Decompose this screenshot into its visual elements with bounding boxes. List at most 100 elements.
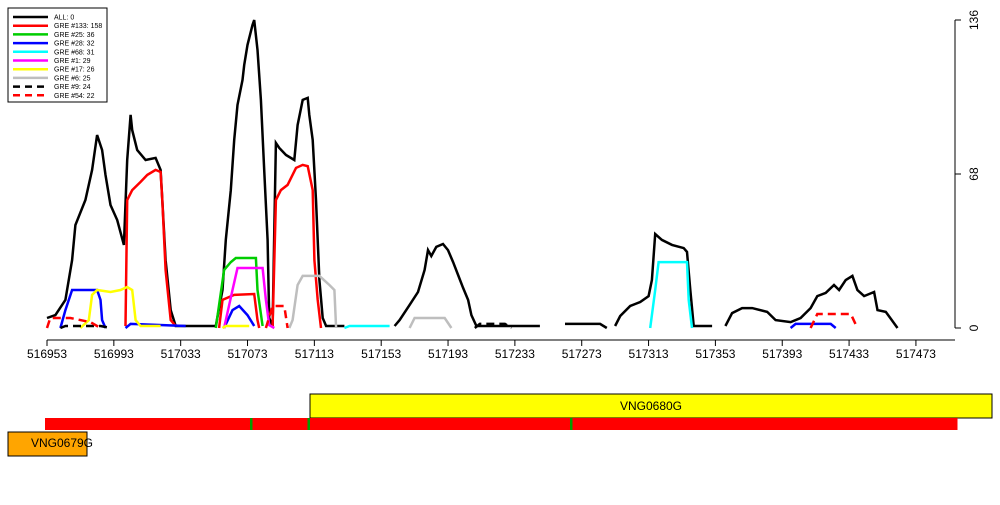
sequence-base <box>700 418 703 430</box>
sequence-base <box>270 418 273 430</box>
sequence-base <box>475 418 478 430</box>
sequence-base <box>505 418 508 430</box>
sequence-base <box>627 418 630 430</box>
sequence-base <box>200 418 203 430</box>
sequence-base <box>442 418 445 430</box>
sequence-base <box>452 418 455 430</box>
sequence-base <box>502 418 505 430</box>
sequence-base <box>157 418 160 430</box>
sequence-base <box>272 418 275 430</box>
sequence-base <box>315 418 318 430</box>
sequence-base <box>207 418 210 430</box>
x-tick-label: 517433 <box>829 347 869 361</box>
sequence-base <box>125 418 128 430</box>
sequence-base <box>390 418 393 430</box>
sequence-base <box>435 418 438 430</box>
sequence-base <box>667 418 670 430</box>
sequence-base <box>747 418 750 430</box>
sequence-base <box>782 418 785 430</box>
plot-area: 516953 516993 517033 517073 517113 517153 5171… <box>27 10 981 361</box>
sequence-base <box>455 418 458 430</box>
sequence-base <box>872 418 875 430</box>
x-tick-label: 517353 <box>695 347 735 361</box>
sequence-base <box>517 418 520 430</box>
sequence-base <box>360 418 363 430</box>
sequence-base <box>810 418 813 430</box>
sequence-base <box>742 418 745 430</box>
sequence-base <box>77 418 80 430</box>
sequence-base <box>555 418 558 430</box>
sequence-base <box>647 418 650 430</box>
y-tick-label: 0 <box>967 324 981 331</box>
sequence-base <box>615 418 618 430</box>
sequence-base <box>930 418 933 430</box>
sequence-base <box>867 418 870 430</box>
sequence-base <box>705 418 708 430</box>
sequence-base <box>600 418 603 430</box>
sequence-base <box>467 418 470 430</box>
sequence-base <box>635 418 638 430</box>
sequence-base <box>807 418 810 430</box>
sequence-base <box>652 418 655 430</box>
sequence-base <box>690 418 693 430</box>
sequence-base <box>917 418 920 430</box>
sequence-base <box>420 418 423 430</box>
sequence-base <box>875 418 878 430</box>
series-line <box>59 322 513 330</box>
sequence-base <box>110 418 113 430</box>
sequence-base <box>725 418 728 430</box>
sequence-base <box>715 418 718 430</box>
sequence-base <box>892 418 895 430</box>
sequence-base <box>830 418 833 430</box>
sequence-base <box>425 418 428 430</box>
sequence-base <box>387 418 390 430</box>
sequence-base <box>795 418 798 430</box>
sequence-base <box>632 418 635 430</box>
sequence-base <box>550 418 553 430</box>
x-tick-label: 516993 <box>94 347 134 361</box>
sequence-base <box>395 418 398 430</box>
sequence-base <box>295 418 298 430</box>
sequence-base <box>177 418 180 430</box>
sequence-base <box>55 418 58 430</box>
x-tick-label: 517193 <box>428 347 468 361</box>
sequence-base <box>82 418 85 430</box>
sequence-base <box>237 418 240 430</box>
sequence-base <box>100 418 103 430</box>
sequence-base <box>545 418 548 430</box>
sequence-base <box>60 418 63 430</box>
sequence-base <box>680 418 683 430</box>
sequence-base <box>537 418 540 430</box>
sequence-base <box>320 418 323 430</box>
sequence-base <box>75 418 78 430</box>
sequence-base <box>762 418 765 430</box>
y-tick-label: 68 <box>967 167 981 181</box>
x-tick-label: 517233 <box>495 347 535 361</box>
sequence-base <box>162 418 165 430</box>
sequence-base <box>210 418 213 430</box>
sequence-base <box>317 418 320 430</box>
sequence-base <box>167 418 170 430</box>
sequence-base <box>942 418 945 430</box>
sequence-base <box>45 418 48 430</box>
sequence-base <box>197 418 200 430</box>
sequence-base <box>165 418 168 430</box>
sequence-base <box>660 418 663 430</box>
sequence-base <box>217 418 220 430</box>
sequence-base <box>362 418 365 430</box>
sequence-base <box>465 418 468 430</box>
sequence-base <box>150 418 153 430</box>
sequence-base <box>770 418 773 430</box>
sequence-base <box>792 418 795 430</box>
sequence-base <box>805 418 808 430</box>
sequence-base <box>160 418 163 430</box>
sequence-base <box>267 418 270 430</box>
sequence-base <box>630 418 633 430</box>
sequence-base <box>640 418 643 430</box>
sequence-base <box>385 418 388 430</box>
sequence-base <box>842 418 845 430</box>
x-tick-label: 517073 <box>227 347 267 361</box>
sequence-base <box>720 418 723 430</box>
sequence-base <box>915 418 918 430</box>
sequence-base <box>532 418 535 430</box>
